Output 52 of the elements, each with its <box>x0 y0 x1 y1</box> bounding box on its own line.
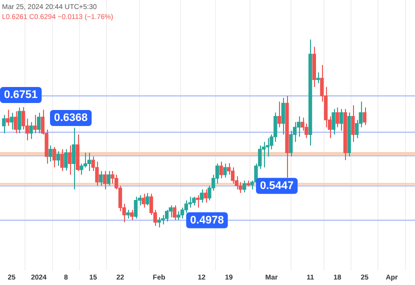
candlestick <box>33 114 37 134</box>
annotation: 0.4978 <box>190 214 224 226</box>
candlestick <box>362 106 366 126</box>
candlestick <box>36 112 41 134</box>
candlestick <box>351 104 355 142</box>
annotation: 0.6751 <box>4 89 38 102</box>
candlestick <box>277 101 282 128</box>
candlestick <box>6 109 10 126</box>
candlestick <box>219 161 223 179</box>
candlestick <box>172 204 176 221</box>
candlestick <box>18 106 22 134</box>
candlestick <box>180 207 184 220</box>
candlestick <box>130 209 134 221</box>
candlestick <box>200 188 204 204</box>
candlestick <box>68 144 72 176</box>
candlestick <box>60 148 64 172</box>
candlestick <box>21 106 26 130</box>
candlestick <box>102 170 107 190</box>
candlestick <box>332 108 336 136</box>
candlestick <box>242 180 246 193</box>
candlestick <box>48 144 52 162</box>
candlestick <box>223 163 227 178</box>
candlestick <box>99 170 103 186</box>
candlestick <box>262 141 266 168</box>
candlestick <box>230 166 235 184</box>
candlestick <box>10 112 14 130</box>
annotation: 0.5447 <box>260 180 294 192</box>
candlestick <box>339 108 344 132</box>
candlestick <box>142 193 146 208</box>
candlestick <box>14 110 18 134</box>
candlestick <box>157 216 161 228</box>
candlestick <box>56 150 60 166</box>
candlestick <box>336 106 340 128</box>
candlestick <box>188 196 192 208</box>
candlestick <box>289 130 293 158</box>
candlestick <box>106 170 110 186</box>
candlestick <box>72 127 76 190</box>
candlestick <box>168 204 172 218</box>
candlestick <box>316 72 320 84</box>
candlestick <box>134 196 138 220</box>
candlestick <box>52 146 56 168</box>
candlestick <box>87 152 92 172</box>
candlestick <box>146 192 150 206</box>
candlestick <box>64 148 68 171</box>
candlestick <box>161 214 165 225</box>
candlestick <box>2 114 6 134</box>
candlestick <box>29 122 33 140</box>
candlestick <box>281 97 285 136</box>
candlestick <box>164 209 169 222</box>
annotation: 0.6368 <box>54 112 88 124</box>
candlestick <box>196 194 200 208</box>
candlestick <box>204 188 208 204</box>
